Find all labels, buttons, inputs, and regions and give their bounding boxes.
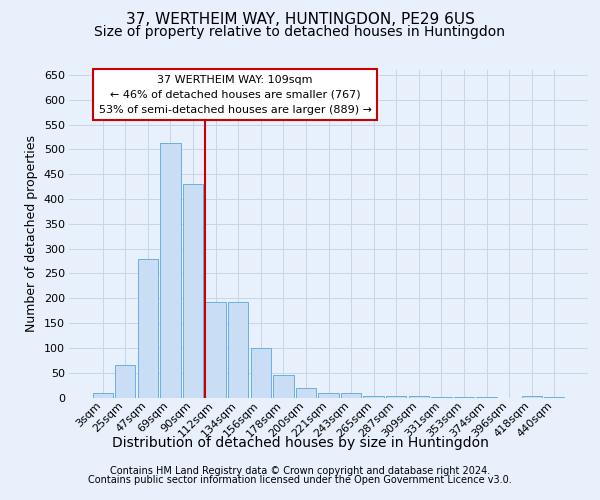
Bar — [160, 143, 181, 398]
Bar — [476, 396, 497, 398]
Bar — [431, 396, 452, 398]
Bar — [296, 388, 316, 398]
Bar — [228, 302, 248, 398]
Bar — [183, 184, 203, 398]
Bar — [386, 396, 406, 398]
Bar — [92, 392, 113, 398]
Bar — [319, 392, 338, 398]
Text: 37 WERTHEIM WAY: 109sqm
← 46% of detached houses are smaller (767)
53% of semi-d: 37 WERTHEIM WAY: 109sqm ← 46% of detache… — [98, 75, 371, 114]
Text: Contains HM Land Registry data © Crown copyright and database right 2024.: Contains HM Land Registry data © Crown c… — [110, 466, 490, 476]
Bar — [364, 396, 384, 398]
Bar — [521, 396, 542, 398]
Bar — [544, 396, 565, 398]
Bar — [273, 375, 293, 398]
Text: Size of property relative to detached houses in Huntingdon: Size of property relative to detached ho… — [95, 25, 505, 39]
Bar — [115, 365, 136, 398]
Bar — [138, 258, 158, 398]
Y-axis label: Number of detached properties: Number of detached properties — [25, 135, 38, 332]
Bar — [205, 302, 226, 398]
Text: 37, WERTHEIM WAY, HUNTINGDON, PE29 6US: 37, WERTHEIM WAY, HUNTINGDON, PE29 6US — [125, 12, 475, 28]
Bar — [251, 348, 271, 398]
Text: Distribution of detached houses by size in Huntingdon: Distribution of detached houses by size … — [112, 436, 488, 450]
Bar — [409, 396, 429, 398]
Bar — [454, 396, 474, 398]
Text: Contains public sector information licensed under the Open Government Licence v3: Contains public sector information licen… — [88, 475, 512, 485]
Bar — [341, 392, 361, 398]
